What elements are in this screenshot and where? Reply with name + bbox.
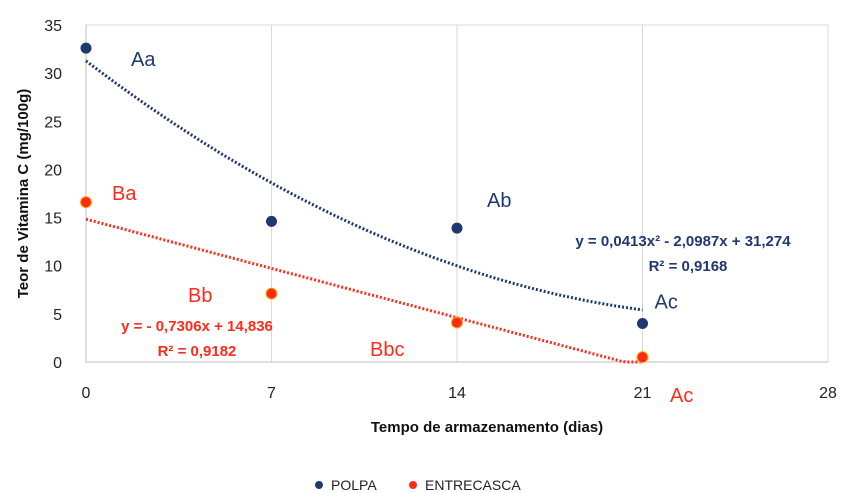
x-tick-label: 21	[634, 385, 652, 402]
y-tick-label: 5	[53, 307, 62, 324]
legend-entrecasca-marker	[409, 481, 417, 489]
entrecasca-point-label: Ac	[670, 385, 693, 407]
entrecasca-point-label: Bbc	[370, 339, 404, 361]
entrecasca-point	[636, 351, 649, 364]
entrecasca-trendline	[85, 217, 643, 364]
y-tick-label: 15	[44, 211, 62, 228]
x-tick-label: 7	[267, 385, 276, 402]
polpa-point-label: Ac	[655, 291, 678, 313]
legend-polpa-marker	[315, 481, 323, 489]
polpa-r2: R² = 0,9168	[649, 258, 728, 275]
entrecasca-point-label: Bb	[188, 285, 212, 307]
x-tick-label: 28	[819, 385, 837, 402]
x-tick-label: 14	[448, 385, 466, 402]
polpa-point	[266, 215, 277, 227]
y-tick-label: 0	[53, 355, 62, 372]
entrecasca-point	[80, 196, 92, 209]
polpa-point	[451, 222, 463, 234]
polpa-point-label: Ab	[487, 190, 511, 212]
legend-entrecasca-label: ENTRECASCA	[425, 477, 521, 493]
polpa-equation: y = 0,0413x² - 2,0987x + 31,274	[575, 233, 791, 250]
entrecasca-r2: R² = 0,9182	[158, 343, 237, 360]
polpa-trendline	[85, 59, 643, 312]
legend-polpa-label: POLPA	[331, 477, 377, 493]
y-tick-label: 20	[44, 162, 62, 179]
y-tick-label: 25	[44, 114, 62, 131]
y-tick-label: 35	[44, 18, 62, 35]
x-axis-title: Tempo de armazenamento (dias)	[371, 419, 603, 436]
y-tick-label: 30	[44, 66, 62, 83]
y-tick-label: 10	[44, 259, 62, 276]
entrecasca-point	[265, 287, 278, 300]
polpa-point	[637, 317, 648, 329]
entrecasca-equation: y = - 0,7306x + 14,836	[121, 318, 273, 335]
polpa-point-label: Aa	[131, 49, 156, 71]
entrecasca-point-label: Ba	[112, 183, 137, 205]
entrecasca-point	[451, 316, 463, 329]
x-tick-label: 0	[82, 385, 91, 402]
y-axis-title: Teor de Vitamina C (mg/100g)	[15, 89, 32, 299]
polpa-point	[80, 42, 92, 54]
